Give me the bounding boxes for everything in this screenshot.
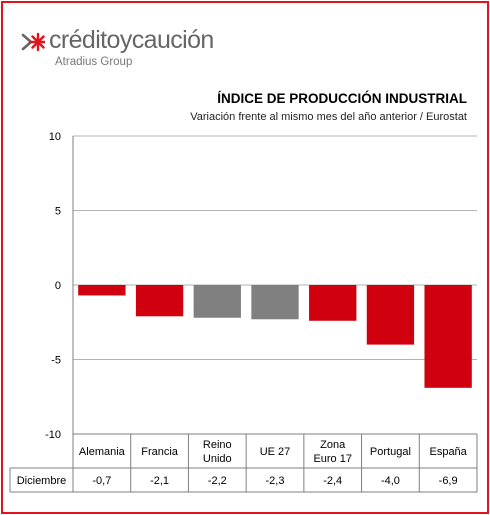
table-series-name: Diciembre <box>17 475 67 487</box>
category-label: Reino <box>203 439 232 451</box>
category-label: Alemania <box>79 446 126 458</box>
table-value-label: -0,7 <box>92 475 111 487</box>
category-label: España <box>429 446 467 458</box>
y-tick-label: -10 <box>45 429 61 441</box>
y-tick-label: 0 <box>55 280 61 292</box>
category-label: Portugal <box>370 446 411 458</box>
brand-arrow-icon <box>21 32 45 52</box>
bar <box>309 285 357 321</box>
y-tick-label: 10 <box>49 131 61 143</box>
table-value-label: -2,4 <box>323 475 342 487</box>
category-label: Unido <box>203 453 232 465</box>
bar <box>424 285 472 388</box>
bar <box>193 285 241 318</box>
table-value-label: -2,1 <box>150 475 169 487</box>
category-label: Francia <box>141 446 179 458</box>
table-value-label: -2,2 <box>208 475 227 487</box>
bar <box>135 285 184 317</box>
table-value-label: -2,3 <box>266 475 285 487</box>
bar <box>366 285 415 345</box>
category-label: Zona <box>320 439 346 451</box>
chart-title: ÍNDICE DE PRODUCCIÓN INDUSTRIAL <box>217 91 467 106</box>
table-value-label: -6,9 <box>439 475 458 487</box>
category-label: Euro 17 <box>313 453 352 465</box>
bar <box>78 285 126 296</box>
table-value-label: -4,0 <box>381 475 400 487</box>
brand-group: Atradius Group <box>55 56 133 68</box>
brand-name: créditoycaución <box>49 26 214 54</box>
y-tick-label: -5 <box>51 355 61 367</box>
y-tick-label: 5 <box>55 206 61 218</box>
bar <box>251 285 299 320</box>
chart-subtitle: Variación frente al mismo mes del año an… <box>190 111 467 123</box>
category-label: UE 27 <box>260 446 291 458</box>
